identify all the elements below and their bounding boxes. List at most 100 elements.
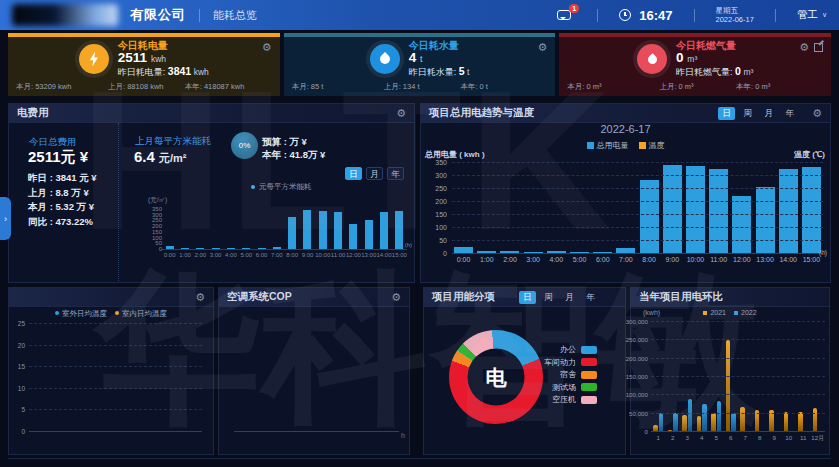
nav-tab-overview[interactable]: 能耗总览 [213,8,257,23]
sqm-value: 6.4 元/m² [134,148,187,166]
tab-月[interactable]: 月 [561,291,578,304]
lightning-icon [79,44,109,74]
user-name: 管工 [797,8,818,22]
top-header: 有限公司 能耗总览 1 16:47 星期五 2022-06-17 管工 ∨ [0,0,839,30]
panel-title: 当年项目用电环比 [639,290,723,304]
panel-title: 电费用 [17,106,49,120]
kpi-value: 2511 kwh [118,51,209,66]
panel-electric-cost: 电费用 ⚙ 今日总费用 2511元 ¥ 昨日 : 3841 元 ¥上月 : 8.… [8,103,415,283]
temp-line-chart: 0510152025 [29,323,202,432]
footer-divider [8,458,831,459]
water-drop-icon [370,44,400,74]
current-time: 16:47 [639,8,672,23]
header-divider [694,9,695,22]
tab-年[interactable]: 年 [781,107,798,120]
cost-stat-row: 上月 : 8.8 万 ¥ [28,186,97,201]
month-legend: 20212022 [631,309,829,316]
kpi-title: 今日耗燃气量 [676,40,753,51]
sidebar-expand-button[interactable]: › [0,197,11,240]
kpi-card-electric: ⚙ 今日耗电量 2511 kwh 昨日耗电量: 3841 kwh 本月: 532… [8,33,280,96]
kpi-yesterday: 昨日耗水量: 5 t [409,66,470,78]
kpi-card-water: ⚙ 今日耗水量 4 t 昨日耗水量: 5 t 本月: 85 t上月: 134 t… [284,33,556,96]
tab-日[interactable]: 日 [345,167,362,180]
kpi-value: 4 t [409,51,470,66]
chevron-down-icon: ∨ [822,11,827,19]
cost-stat-row: 昨日 : 3841 元 ¥ [28,171,97,186]
budget-lines: 预算 : 万 ¥ 本年 : 41.8万 ¥ [262,136,325,161]
cost-summary: 今日总费用 2511元 ¥ 昨日 : 3841 元 ¥上月 : 8.8 万 ¥本… [10,123,119,281]
budget-gauge: 0% [231,132,258,159]
cop-axis [234,431,399,432]
gear-icon[interactable]: ⚙ [391,292,401,303]
tab-日[interactable]: 日 [718,107,735,120]
today-cost-value: 2511元 ¥ [28,148,88,167]
tab-周[interactable]: 周 [540,291,557,304]
header-divider [775,9,776,22]
tab-周[interactable]: 周 [739,107,756,120]
gear-icon[interactable]: ⚙ [799,42,809,53]
energy-donut-chart: 电 [449,330,543,424]
message-button[interactable]: 1 [557,10,571,20]
gear-icon[interactable]: ⚙ [537,42,547,53]
date-block: 星期五 2022-06-17 [716,6,754,24]
kpi-footer: 本月: 0 m³上月: 0 m³本年: 0 m³ [559,82,831,92]
panel-energy-distribution: 项目用能分项 日周月年 电 办公车间动力宿舍测试场空压机 [423,287,626,455]
cost-tabs: 日月年 [341,167,404,180]
kpi-row: ⚙ 今日耗电量 2511 kwh 昨日耗电量: 3841 kwh 本月: 532… [8,33,831,96]
month-bar-chart: 050,000100,000150,000200,000250,000300,0… [651,321,825,432]
company-name: 有限公司 [130,6,186,24]
header-divider [597,9,598,22]
temp-legend: 室外日均温度室内日均温度 [9,309,213,319]
legend-item[interactable]: 测试场 [544,383,597,392]
kpi-yesterday: 昨日耗燃气量: 0 m³ [676,66,753,78]
panel-title: 项目用能分项 [432,290,495,304]
kpi-footer: 本月: 85 t上月: 134 t本年: 0 t [284,82,556,92]
legend-item[interactable]: 办公 [544,345,597,354]
legend-item[interactable]: 宿舍 [544,370,597,379]
tab-月[interactable]: 月 [366,167,383,180]
message-icon [557,10,571,20]
cost-stat-row: 本月 : 5.32 万 ¥ [28,200,97,215]
dist-tabs: 日周月年 [515,291,599,304]
legend-item[interactable]: 空压机 [544,395,597,404]
legend-item[interactable]: 车间动力 [544,358,597,367]
panel-cop: 空调系统COP ⚙ h [218,287,410,455]
y-axis-label: 总用电量 ( kwh ) [425,149,485,160]
date: 2022-06-17 [716,15,754,24]
weekday: 星期五 [716,6,754,15]
trend-bar-chart: 050100150200250300350 [452,162,823,254]
cost-bar-chart: (元/㎡) 050100150200250300350 0:001:002:00… [119,196,413,266]
kpi-yesterday: 昨日耗电量: 3841 kwh [118,66,209,78]
trend-tabs: 日周月年 [714,107,798,120]
kpi-value: 0 m³ [676,51,753,66]
tab-年[interactable]: 年 [387,167,404,180]
gear-icon[interactable]: ⚙ [396,108,406,119]
tab-日[interactable]: 日 [519,291,536,304]
company-logo [12,4,118,26]
donut-center-label: 电 [468,349,525,406]
header-divider [199,9,200,22]
gear-icon[interactable]: ⚙ [262,42,272,53]
sqm-label: 上月每平方米能耗 [135,135,211,148]
clock-icon [619,9,631,21]
kpi-card-gas: ⚙ 今日耗燃气量 0 m³ 昨日耗燃气量: 0 m³ 本月: 0 m³上月: 0… [559,33,831,96]
panel-temperature: ⚙ 室外日均温度室内日均温度 0510152025 [8,287,214,455]
y-axis-label-right: 温度 (℃) [794,149,825,160]
kpi-footer: 本月: 53209 kwh上月: 88108 kwh本年: 418087 kwh [8,82,280,92]
panel-monthly-comparison: 当年项目用电环比 (kwh) 20212022 050,000100,00015… [630,287,830,455]
gear-icon[interactable]: ⚙ [812,108,822,119]
notification-badge: 1 [569,4,579,13]
panel-title: 空调系统COP [227,290,292,304]
donut-legend: 办公车间动力宿舍测试场空压机 [544,345,597,408]
flame-icon [637,44,667,74]
cost-stat-row: 同比 : 473.22% [28,215,97,230]
cost-legend: 元每平方米能耗 [251,182,312,192]
panel-title: 项目总用电趋势与温度 [429,106,534,120]
tab-月[interactable]: 月 [760,107,777,120]
gear-icon[interactable]: ⚙ [195,292,205,303]
tab-年[interactable]: 年 [582,291,599,304]
chart-date: 2022-6-17 [421,123,830,135]
edit-icon[interactable] [814,43,823,52]
user-menu[interactable]: 管工 ∨ [797,8,827,22]
panel-trend-temperature: 项目总用电趋势与温度 日周月年 ⚙ 2022-6-17 总用电量温度 总用电量 … [420,103,831,283]
